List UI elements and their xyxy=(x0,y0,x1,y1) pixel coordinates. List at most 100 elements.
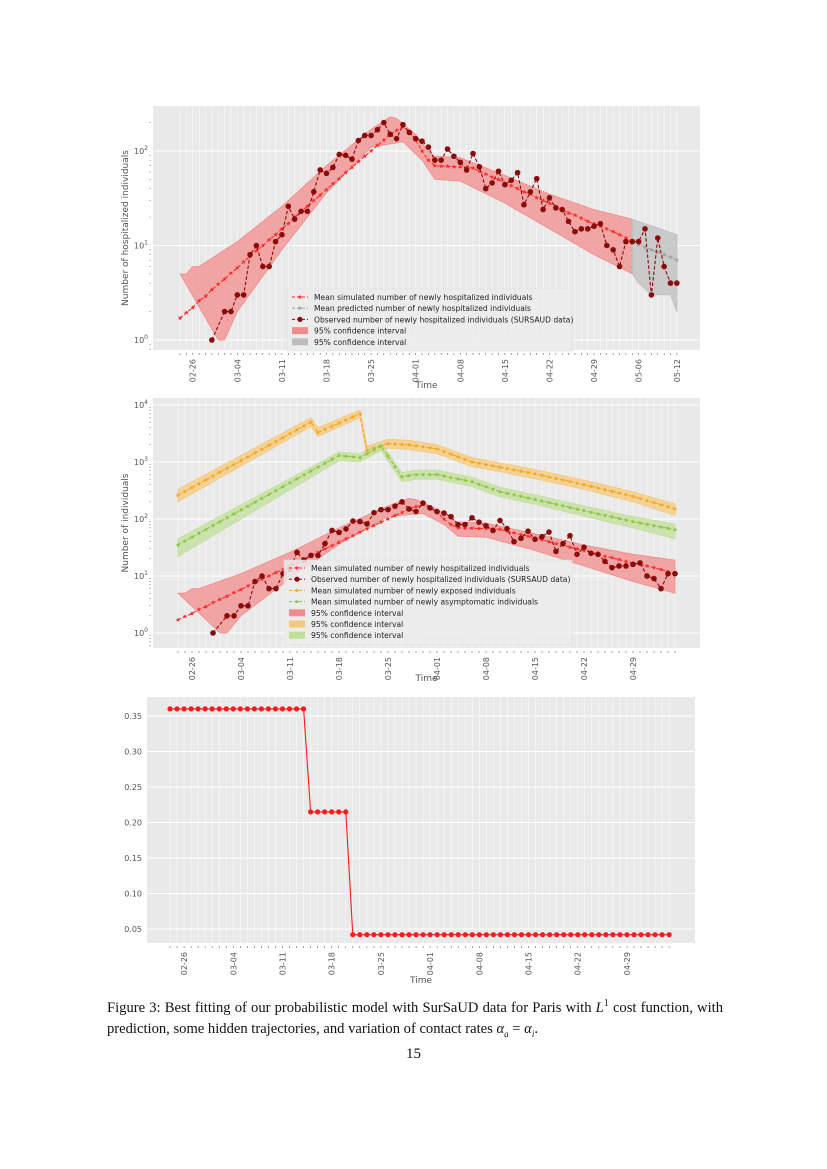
data-point-star xyxy=(238,587,244,592)
data-point-star xyxy=(477,168,482,174)
data-point xyxy=(308,809,314,815)
data-point-star xyxy=(238,458,244,463)
data-point xyxy=(560,540,566,547)
data-point xyxy=(469,932,475,938)
data-point-star xyxy=(266,237,272,242)
data-point-star xyxy=(546,500,552,505)
data-point xyxy=(385,506,391,513)
data-point xyxy=(584,226,591,232)
data-point xyxy=(525,932,532,938)
data-point-star xyxy=(287,480,293,485)
data-point xyxy=(574,551,580,558)
data-point xyxy=(434,508,440,515)
data-point xyxy=(666,932,672,938)
data-point-star xyxy=(525,533,531,539)
data-point-star xyxy=(476,481,482,487)
data-point xyxy=(399,932,405,938)
data-point xyxy=(469,514,475,521)
caption-label: Figure 3: xyxy=(107,999,161,1016)
data-point-star xyxy=(476,460,482,466)
data-point-star xyxy=(252,499,258,505)
data-point xyxy=(518,535,524,542)
data-point xyxy=(188,706,194,712)
plot-area xyxy=(177,116,680,343)
data-point-star xyxy=(427,472,433,477)
data-point-star xyxy=(406,442,412,447)
data-point xyxy=(237,706,243,712)
data-point xyxy=(470,150,476,157)
series-line xyxy=(177,445,676,546)
data-point xyxy=(223,706,229,712)
data-point-star xyxy=(364,448,370,453)
data-point xyxy=(209,337,215,343)
data-point xyxy=(603,932,609,938)
y-axis-label: Number of hospitalized individuals xyxy=(121,150,131,306)
data-point xyxy=(497,932,504,938)
data-point xyxy=(490,527,496,534)
data-point xyxy=(630,561,636,568)
data-point-star xyxy=(630,519,636,524)
data-point xyxy=(553,205,559,211)
data-point-star xyxy=(378,519,384,525)
legend-label: 95% confidence interval xyxy=(314,338,406,347)
x-tick-label: 04-29 xyxy=(590,359,599,382)
data-point-star xyxy=(324,187,329,192)
data-point xyxy=(349,156,355,162)
legend-swatch xyxy=(289,609,305,617)
data-point xyxy=(525,528,531,535)
data-point-star xyxy=(357,529,363,534)
data-point-star xyxy=(189,611,195,616)
data-point-star xyxy=(266,573,272,578)
legend-label: Mean simulated number of newly exposed i… xyxy=(311,586,516,595)
data-point xyxy=(406,129,413,136)
data-point xyxy=(540,206,546,213)
data-point xyxy=(224,613,230,619)
data-point-star xyxy=(273,232,278,237)
data-point-star xyxy=(336,453,342,458)
data-point-star xyxy=(245,583,251,588)
data-point xyxy=(260,263,266,270)
data-point-star xyxy=(406,473,412,478)
x-tick-label: 04-15 xyxy=(525,952,534,975)
data-point-star xyxy=(231,462,237,467)
data-point xyxy=(504,525,510,532)
data-point xyxy=(167,706,173,712)
data-point xyxy=(279,706,286,712)
data-point-star xyxy=(231,511,237,516)
plot-area xyxy=(167,706,672,938)
data-point xyxy=(609,564,615,571)
data-point xyxy=(420,932,426,938)
data-point-star xyxy=(609,488,615,494)
data-point-star xyxy=(588,483,594,489)
data-point xyxy=(336,529,342,536)
data-point xyxy=(532,536,538,543)
data-point-star xyxy=(441,449,447,454)
data-point-star xyxy=(532,497,538,502)
data-point xyxy=(518,932,525,938)
data-point xyxy=(495,168,502,175)
data-point-star xyxy=(469,479,475,484)
data-point-star xyxy=(602,554,608,559)
y-tick-exponent: 4 xyxy=(144,399,148,406)
data-point-star xyxy=(489,174,495,179)
data-point-star xyxy=(553,476,559,481)
data-point xyxy=(476,932,482,938)
data-point-star xyxy=(483,462,489,467)
x-tick-label: 03-25 xyxy=(377,952,386,975)
legend-box xyxy=(283,559,573,645)
data-point-star xyxy=(357,455,363,460)
y-tick-label: 101 xyxy=(134,240,148,251)
data-point-star xyxy=(222,276,227,282)
data-point-star xyxy=(343,170,348,175)
data-point-star xyxy=(665,504,671,509)
data-point xyxy=(645,932,651,938)
data-point xyxy=(234,292,241,298)
data-point-star xyxy=(539,473,545,478)
y-tick-label: 0.10 xyxy=(124,890,142,899)
data-point xyxy=(565,218,572,225)
x-tick-label: 04-15 xyxy=(501,359,510,382)
legend-marker xyxy=(294,599,300,604)
data-point xyxy=(448,513,454,520)
data-point-star xyxy=(315,430,321,435)
data-point-star xyxy=(616,516,622,521)
